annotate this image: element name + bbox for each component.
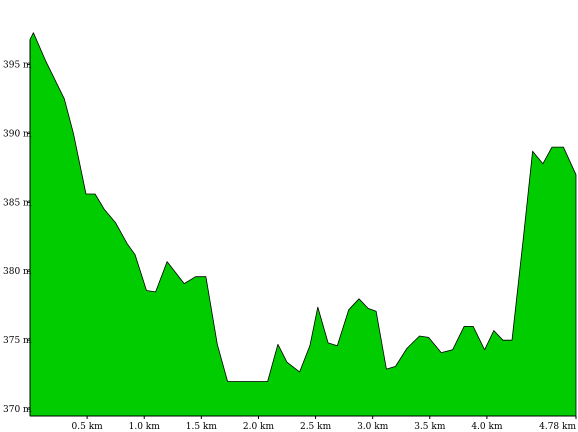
elevation-area — [29, 32, 577, 417]
y-tick-label: 370 m — [3, 405, 32, 415]
y-tick-label: 395 m — [3, 60, 32, 70]
x-tick-label: 2.0 km — [243, 422, 275, 432]
x-tick-label: 1.5 km — [186, 422, 218, 432]
x-tick-label: 1.0 km — [129, 422, 161, 432]
x-tick-label: 4.78 km — [539, 422, 576, 432]
x-tick-label: 3.0 km — [357, 422, 389, 432]
y-tick-label: 385 m — [3, 198, 32, 208]
y-axis-ticks: 370 m 375 m 380 m 385 m 390 m 395 m — [3, 60, 32, 415]
x-tick-label: 0.5 km — [72, 422, 104, 432]
x-tick-label: 4.0 km — [471, 422, 503, 432]
y-tick-label: 390 m — [3, 129, 32, 139]
x-axis-ticks: 0.5 km 1.0 km 1.5 km 2.0 km 2.5 km 3.0 km 3.5 … — [72, 416, 577, 432]
x-tick-label: 2.5 km — [300, 422, 332, 432]
x-tick-label: 3.5 km — [414, 422, 446, 432]
y-tick-label: 380 m — [3, 267, 32, 277]
y-tick-label: 375 m — [3, 336, 32, 346]
